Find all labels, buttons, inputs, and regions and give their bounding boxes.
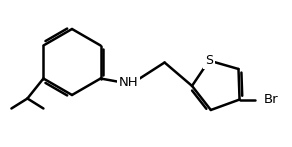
Text: Br: Br bbox=[264, 93, 278, 106]
Text: NH: NH bbox=[119, 76, 138, 89]
Text: S: S bbox=[205, 54, 213, 67]
